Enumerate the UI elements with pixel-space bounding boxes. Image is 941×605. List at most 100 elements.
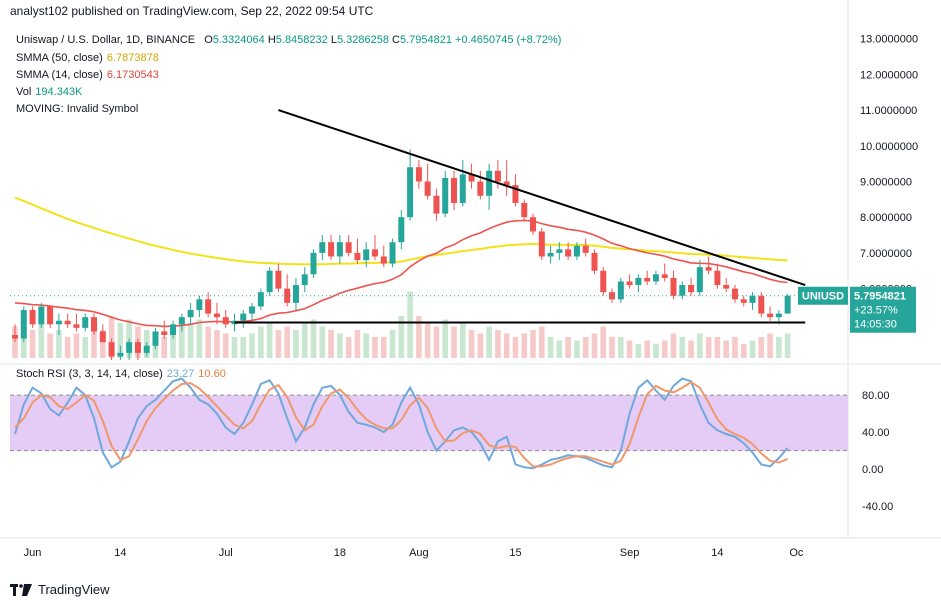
candle (714, 263, 721, 289)
candle (784, 293, 791, 314)
stoch-k-value: 23.27 (166, 368, 195, 380)
candle (740, 295, 747, 307)
volume-bar (29, 330, 36, 358)
volume-bar (697, 333, 703, 358)
candle (652, 270, 659, 286)
candle (143, 342, 150, 357)
symbol-legend-row: Uniswap / U.S. Dollar, 1D, BINANCE O5.33… (16, 34, 561, 46)
volume-bar (661, 340, 668, 358)
candle-body (731, 288, 738, 300)
volume-bar (539, 326, 545, 358)
candle (767, 306, 774, 321)
candle-body (170, 324, 177, 336)
smma50-label: SMMA (50, close) (16, 52, 103, 64)
volume-bar (626, 340, 633, 358)
candle (284, 274, 291, 307)
candle (108, 338, 115, 360)
stoch-legend-row[interactable]: Stoch RSI (3, 3, 14, 14, close) 23.27 10.6… (16, 368, 226, 380)
ohlc-high-label: H (267, 34, 276, 46)
price-tag-price: 5.7954821 (854, 291, 906, 303)
time-tick-label: Sep (620, 547, 640, 559)
candle (29, 306, 36, 328)
moving-legend-row[interactable]: MOVING: Invalid Symbol (16, 103, 138, 115)
symbol-title[interactable]: Uniswap / U.S. Dollar, 1D, BINANCE (16, 34, 196, 46)
candle (20, 306, 27, 343)
volume-bar (205, 326, 211, 358)
smma14-label: SMMA (14, close) (16, 69, 103, 81)
candle-body (459, 174, 466, 203)
candle-body (73, 324, 80, 328)
candle (556, 242, 563, 261)
candle-body (705, 267, 712, 271)
price-tick-label: 10.0000000 (860, 141, 918, 153)
volume-bar (64, 337, 71, 358)
tradingview-brand[interactable]: TradingView (10, 582, 110, 597)
candle-body (521, 202, 528, 218)
volume-bar (530, 330, 536, 358)
candle-body (591, 252, 598, 271)
candle (170, 320, 177, 339)
moving-averages-layer (14, 196, 788, 328)
candle-body (512, 185, 519, 203)
candle-body (626, 281, 633, 286)
volume-bar (486, 326, 492, 358)
candle (626, 274, 633, 289)
volume-bar (56, 330, 62, 358)
smma14-legend-row[interactable]: SMMA (14, close) 6.1730543 (16, 69, 159, 81)
candle-body (345, 242, 352, 253)
descending-trendline (278, 109, 806, 286)
stoch-d-value: 10.60 (198, 368, 226, 380)
candle (266, 267, 273, 296)
candle-body (749, 295, 756, 303)
ohlc-change: +0.4650745 (+8.72%) (455, 34, 562, 46)
volume-legend-row[interactable]: Vol 194.343K (16, 86, 82, 98)
candle-body (187, 310, 194, 318)
candle-body (503, 181, 510, 186)
volume-bar (556, 340, 563, 358)
time-tick-label: 15 (509, 547, 521, 559)
stoch-rsi-layer (10, 377, 848, 470)
candle-body (47, 306, 54, 325)
smma50-legend-row[interactable]: SMMA (50, close) 6.7873878 (16, 52, 159, 64)
candle-body (82, 317, 89, 328)
candle (328, 235, 335, 261)
candle (433, 188, 440, 221)
candle (600, 267, 607, 296)
candle-body (714, 270, 721, 286)
ohlc-close-label: C (392, 34, 400, 46)
volume-bar (723, 340, 729, 358)
price-tick-label: 7.0000000 (860, 248, 912, 260)
volume-bar (424, 323, 431, 358)
volume-bar (433, 326, 440, 358)
stoch-tick-label: 40.00 (862, 427, 890, 439)
volume-bar (740, 344, 747, 358)
candle-body (740, 299, 747, 303)
ohlc-open-value: 5.3324064 (212, 34, 265, 46)
volume-bar (459, 323, 466, 358)
candle (354, 238, 361, 264)
candle (696, 260, 703, 296)
candle (292, 277, 299, 311)
candle (723, 277, 730, 293)
volume-bar (38, 323, 45, 358)
candle-body (696, 267, 703, 293)
candle (152, 327, 159, 350)
volume-bar (170, 330, 176, 358)
volume-bar (705, 337, 712, 358)
candle-body (196, 299, 203, 311)
volume-value: 194.343K (35, 86, 83, 98)
volume-bar (784, 333, 791, 358)
candle (310, 249, 317, 278)
candle-body (547, 252, 554, 257)
candle-body (240, 313, 247, 321)
candle (301, 267, 308, 293)
volume-bar (618, 337, 624, 358)
candle-body (29, 310, 36, 325)
candle (749, 292, 756, 311)
candle (126, 338, 133, 360)
volume-bar (644, 340, 650, 358)
candle-body (688, 285, 695, 293)
volume-bar (407, 291, 413, 358)
candle (486, 163, 493, 211)
